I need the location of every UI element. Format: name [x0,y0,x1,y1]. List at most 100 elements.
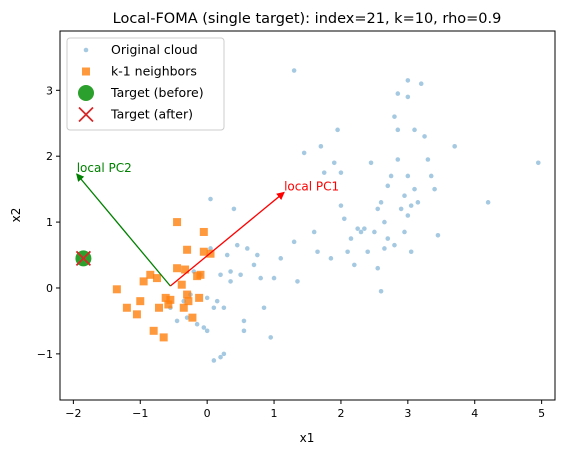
cloud-point [375,265,381,271]
cloud-point [398,206,404,212]
legend-box [66,37,225,131]
x-tick-label: 0 [204,407,211,420]
cloud-point [231,206,237,212]
cloud-point [321,170,327,175]
cloud-point [392,242,397,248]
cloud-point [362,226,367,231]
cloud-point [418,81,424,87]
neighbor-point [179,303,188,312]
cloud-point [395,91,401,96]
cloud-point [348,236,354,241]
chart-title: Local-FOMA (single target): index=21, k=… [113,11,502,27]
cloud-point [295,279,300,284]
cloud-point [174,318,180,324]
cloud-point [385,236,391,241]
series-square [112,218,215,342]
cloud-point [535,160,541,166]
cloud-point [432,186,437,192]
target-after-point [75,250,92,266]
cloud-point [405,213,411,218]
x-tick-label: 4 [471,407,478,420]
cloud-point [345,249,350,255]
cloud-point [428,173,434,179]
cloud-point [258,275,263,281]
cloud-point [405,78,411,83]
cloud-point [408,249,414,255]
cloud-point [291,68,297,73]
legend-item: Target (before) [78,85,204,101]
cloud-point [338,170,344,175]
neighbor-point [173,218,182,227]
legend-item: Original cloud [83,42,198,57]
cloud-point [382,246,387,251]
legend-marker [82,67,90,76]
cloud-point [408,203,414,208]
cloud-point [452,144,457,149]
y-tick-label: 3 [46,84,53,97]
cloud-point [278,256,284,261]
cloud-point [378,200,384,205]
cloud-point [291,239,297,245]
cloud-point [415,200,421,205]
neighbor-point [183,290,192,299]
cloud-point [365,249,371,255]
neighbor-point [152,274,161,283]
cloud-point [194,321,200,327]
cloud-point [341,216,347,222]
cloud-point [221,351,227,357]
neighbor-point [173,264,182,273]
pc-arrow [76,173,171,287]
cloud-point [485,200,491,205]
neighbor-point [184,297,193,306]
cloud-point [214,298,220,304]
cloud-point [412,127,417,133]
cloud-point [328,256,334,261]
neighbor-point [155,303,163,312]
cloud-point [311,229,317,235]
cloud-point [221,305,227,311]
cloud-point [355,226,360,231]
cloud-point [241,318,247,324]
cloud-point [392,114,397,119]
legend-label: Original cloud [111,42,198,57]
legend-item: k-1 neighbors [82,64,197,79]
cloud-point [405,173,411,179]
neighbor-point [181,265,190,274]
cloud-point [218,354,223,360]
y-axis-label: x2 [9,208,23,223]
neighbor-point [166,295,175,304]
cloud-point [435,232,441,238]
cloud-point [372,229,377,235]
neighbor-point [112,285,121,294]
cloud-point [395,157,401,162]
cloud-point [375,206,381,212]
y-tick-label: 2 [46,150,53,163]
cloud-point [385,183,391,189]
neighbor-point [196,270,205,279]
cloud-point [251,262,257,268]
cloud-point [184,315,190,320]
cloud-point [211,358,217,363]
neighbor-point [195,293,204,302]
neighbor-point [177,280,186,289]
cloud-point [378,288,384,294]
y-tick-label: 1 [46,216,53,229]
cloud-point [358,229,364,235]
cloud-point [331,160,337,166]
cloud-point [208,246,213,251]
cloud-point [405,94,411,100]
neighbor-point [132,310,141,319]
legend-label: Target (after) [110,107,193,122]
cloud-point [218,272,223,278]
cloud-point [238,272,243,278]
legend-label: Target (before) [110,85,204,100]
cloud-point [201,325,207,330]
cloud-point [224,252,230,258]
cloud-point [255,252,260,258]
cloud-point [412,186,417,192]
cloud-point [211,305,217,311]
neighbor-point [139,277,148,286]
cloud-point [352,262,357,268]
neighbor-point [122,303,131,312]
x-tick-label: 2 [337,407,344,420]
